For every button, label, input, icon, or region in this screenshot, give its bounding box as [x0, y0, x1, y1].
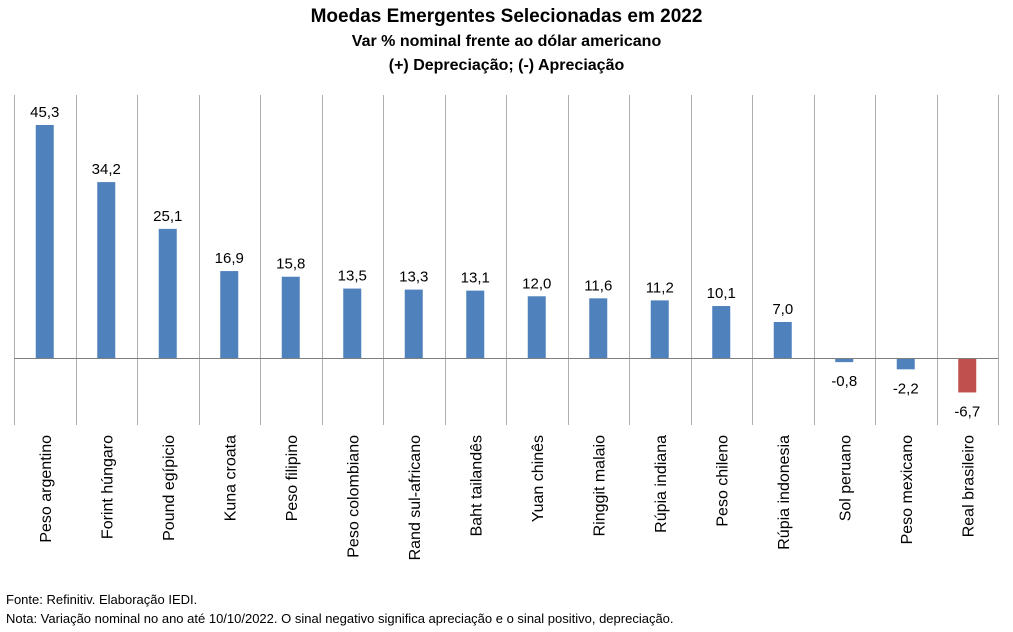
category-label: Sol peruano: [837, 435, 854, 521]
category-label: Real brasileiro: [960, 435, 977, 537]
data-label: -6,7: [954, 403, 980, 420]
footnote: Nota: Variação nominal no ano até 10/10/…: [6, 611, 674, 626]
bar: [97, 182, 116, 358]
bar: [712, 306, 731, 358]
category-label: Peso argentino: [38, 435, 55, 543]
bar: [281, 276, 300, 358]
data-label: 13,3: [399, 269, 428, 286]
data-label: 12,0: [522, 275, 551, 292]
category-label: Peso colombiano: [345, 435, 362, 558]
chart-title-block: Moedas Emergentes Selecionadas em 2022 V…: [0, 4, 1013, 78]
data-label: 10,1: [707, 285, 736, 302]
category-label: Pound egípicio: [161, 435, 178, 541]
bar: [896, 358, 915, 370]
bar: [650, 300, 669, 358]
data-label: 13,1: [461, 270, 490, 287]
data-label: 34,2: [92, 161, 121, 178]
category-label: Peso chileno: [714, 435, 731, 527]
bar: [958, 358, 977, 393]
bar: [220, 271, 239, 358]
chart-subtitle-2: (+) Depreciação; (-) Apreciação: [388, 57, 625, 74]
bar: [527, 296, 546, 358]
category-label: Peso filipino: [284, 435, 301, 521]
data-label: -2,2: [893, 380, 919, 397]
category-label: Yuan chinês: [530, 435, 547, 522]
bar: [835, 358, 854, 363]
data-label: 25,1: [153, 208, 182, 225]
chart-title: Moedas Emergentes Selecionadas em 2022: [310, 6, 703, 27]
category-label: Rand sul-africano: [407, 435, 424, 561]
bar: [466, 290, 485, 358]
bar: [773, 321, 792, 358]
bar: [158, 228, 177, 358]
category-label: Kuna croata: [222, 435, 239, 521]
bar: [343, 288, 362, 358]
data-label: 16,9: [215, 250, 244, 267]
chart-subtitle: Var % nominal frente ao dólar americano: [351, 33, 662, 50]
bar: [35, 125, 54, 358]
category-label: Rúpia indonesia: [776, 435, 793, 550]
bar: [589, 298, 608, 358]
category-label: Forint húngaro: [99, 435, 116, 539]
category-label: Rúpia indiana: [653, 435, 670, 533]
data-label: 7,0: [772, 301, 793, 318]
bar: [404, 289, 423, 358]
source-note: Fonte: Refinitiv. Elaboração IEDI.: [6, 592, 198, 607]
category-label: Peso mexicano: [899, 435, 916, 544]
data-label: 11,2: [646, 279, 674, 296]
data-label: -0,8: [831, 373, 857, 390]
data-label: 11,6: [584, 277, 612, 294]
data-label: 45,3: [30, 104, 59, 121]
data-label: 13,5: [338, 268, 367, 285]
category-label: Ringgit malaio: [591, 435, 608, 536]
category-label: Baht tailandês: [468, 435, 485, 536]
data-label: 15,8: [276, 256, 305, 273]
